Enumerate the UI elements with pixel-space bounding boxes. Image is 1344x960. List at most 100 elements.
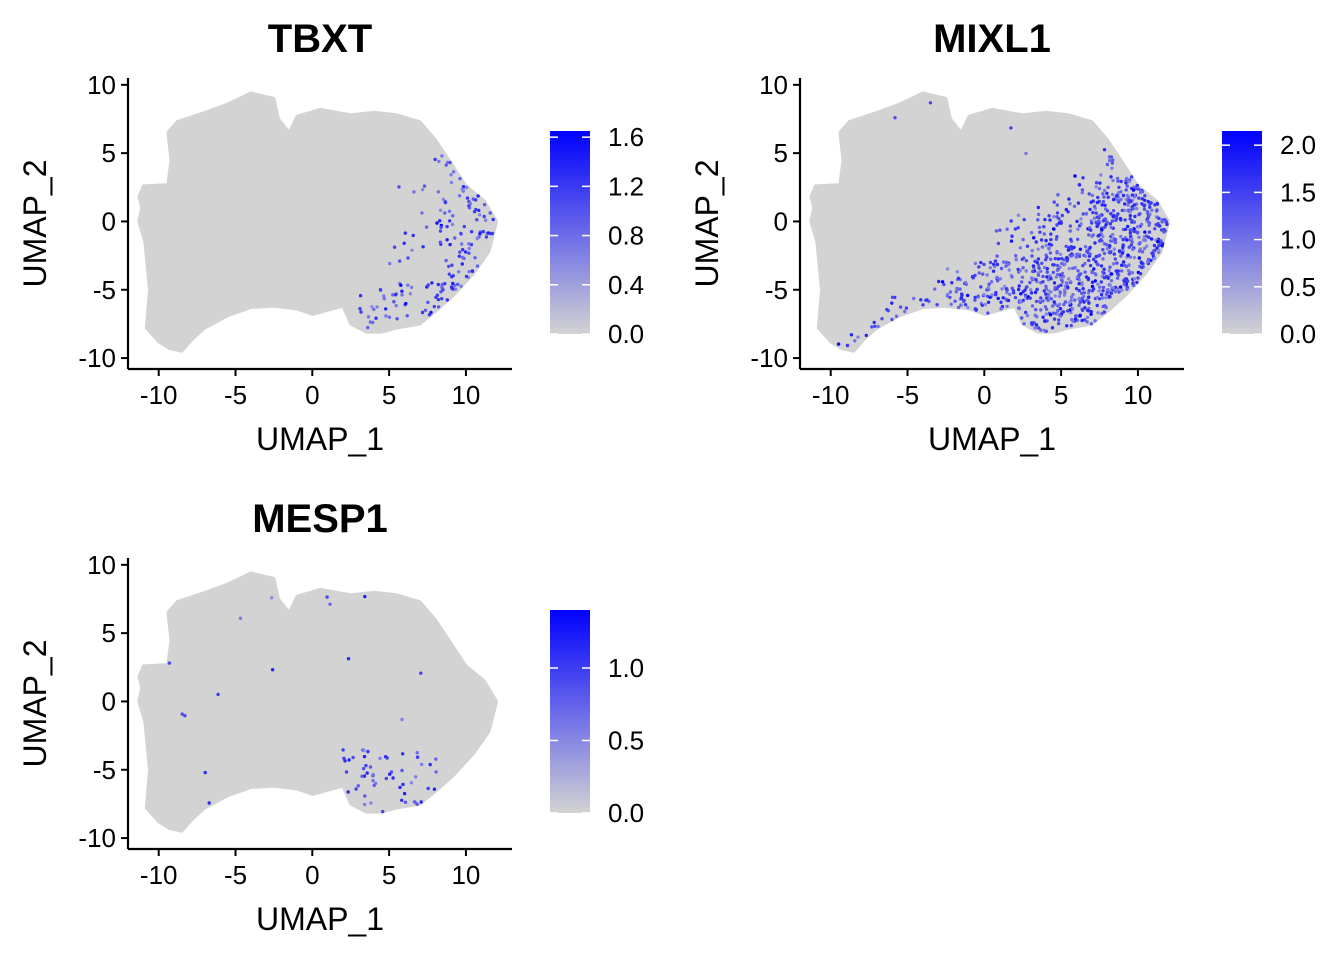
cell-point xyxy=(1085,320,1089,324)
cell-point xyxy=(1065,256,1069,260)
cell-point xyxy=(1028,296,1032,300)
cell-point xyxy=(1135,231,1140,235)
cell-point xyxy=(430,281,434,285)
cell-point xyxy=(1120,208,1125,213)
cell-point xyxy=(1129,243,1134,247)
cell-point xyxy=(482,203,487,207)
cell-point xyxy=(1118,216,1123,221)
x-axis-label: UMAP_1 xyxy=(928,421,1056,457)
cell-point xyxy=(1081,287,1085,291)
cell-point xyxy=(937,279,941,284)
cell-point xyxy=(1116,179,1120,183)
legend-label: 1.0 xyxy=(608,653,644,683)
cell-point xyxy=(1052,300,1056,304)
cell-point xyxy=(853,339,857,343)
cell-point xyxy=(919,298,923,302)
cell-point xyxy=(1137,196,1141,200)
cell-point xyxy=(1071,293,1075,297)
cell-point xyxy=(1102,271,1106,275)
cell-point xyxy=(982,262,986,267)
cell-point xyxy=(1074,314,1078,318)
cell-point xyxy=(1111,197,1116,202)
cell-point xyxy=(1124,264,1129,269)
cell-point xyxy=(1140,202,1144,206)
cell-point xyxy=(1013,227,1018,231)
cell-point xyxy=(933,287,937,291)
cell-point xyxy=(1057,221,1062,225)
cell-point xyxy=(1084,211,1089,216)
x-tick-label: 0 xyxy=(305,380,319,410)
cell-point xyxy=(392,300,396,304)
cell-point xyxy=(1081,176,1085,180)
cell-point xyxy=(1152,249,1156,253)
cell-point xyxy=(1083,254,1088,258)
cell-point xyxy=(1077,296,1082,300)
cell-point xyxy=(990,293,994,297)
x-tick-label: -10 xyxy=(140,860,178,890)
cell-point xyxy=(1112,247,1117,251)
cell-point xyxy=(270,668,275,672)
cell-point xyxy=(270,596,274,600)
cell-point xyxy=(371,773,375,777)
cell-point xyxy=(1128,255,1133,259)
cell-point xyxy=(1058,314,1063,318)
cell-point xyxy=(439,290,443,294)
cell-point xyxy=(904,306,909,310)
cell-point xyxy=(1102,195,1106,199)
cell-point xyxy=(183,714,187,718)
cell-point xyxy=(461,188,465,192)
cell-point xyxy=(1097,233,1102,237)
cell-point xyxy=(1099,173,1103,177)
cell-point xyxy=(443,282,447,286)
cell-point xyxy=(403,231,407,235)
cell-point xyxy=(1157,243,1161,248)
cell-point xyxy=(1140,250,1145,254)
cell-point xyxy=(1104,296,1108,300)
cell-point xyxy=(1126,208,1131,212)
cell-point xyxy=(1079,217,1083,221)
cell-point xyxy=(1045,275,1049,279)
cell-point xyxy=(1062,302,1066,307)
color-legend-bar xyxy=(550,610,590,813)
cell-point xyxy=(1132,203,1137,207)
cell-point xyxy=(1132,255,1137,260)
cell-point xyxy=(438,208,443,212)
cell-point xyxy=(1093,279,1098,283)
cell-point xyxy=(409,781,414,785)
cell-point xyxy=(1022,217,1026,222)
cell-point xyxy=(1111,158,1115,162)
color-legend-bar xyxy=(550,131,590,334)
cell-point xyxy=(1107,155,1112,159)
cell-point xyxy=(435,221,439,225)
cell-point xyxy=(391,776,395,780)
cell-point xyxy=(1155,246,1159,250)
cell-point xyxy=(976,294,980,298)
x-tick-label: 5 xyxy=(1054,380,1068,410)
legend-label: 0.0 xyxy=(608,798,644,828)
cell-point xyxy=(1073,266,1077,270)
cell-point xyxy=(434,757,438,761)
cell-point xyxy=(1058,252,1063,256)
cell-point xyxy=(1060,213,1065,218)
cell-point xyxy=(1083,270,1087,274)
cell-point xyxy=(1064,244,1068,248)
cell-point xyxy=(1137,242,1141,246)
cell-point xyxy=(1040,245,1045,249)
cell-point xyxy=(1048,251,1053,255)
cell-point xyxy=(356,784,360,788)
cell-point xyxy=(1125,184,1130,188)
cell-point xyxy=(1138,190,1143,195)
cell-point xyxy=(1101,192,1105,196)
cell-point xyxy=(1123,227,1128,231)
cell-point xyxy=(1077,282,1081,286)
cell-point xyxy=(383,755,388,759)
cell-point xyxy=(1101,200,1106,204)
cell-point xyxy=(1094,211,1098,215)
y-tick-label: 0 xyxy=(774,206,788,236)
cell-point xyxy=(1073,317,1078,321)
cell-point xyxy=(359,310,363,314)
cell-point xyxy=(360,774,364,778)
x-tick-label: 10 xyxy=(1123,380,1152,410)
cell-point xyxy=(1102,267,1106,271)
y-tick-label: -5 xyxy=(765,275,788,305)
